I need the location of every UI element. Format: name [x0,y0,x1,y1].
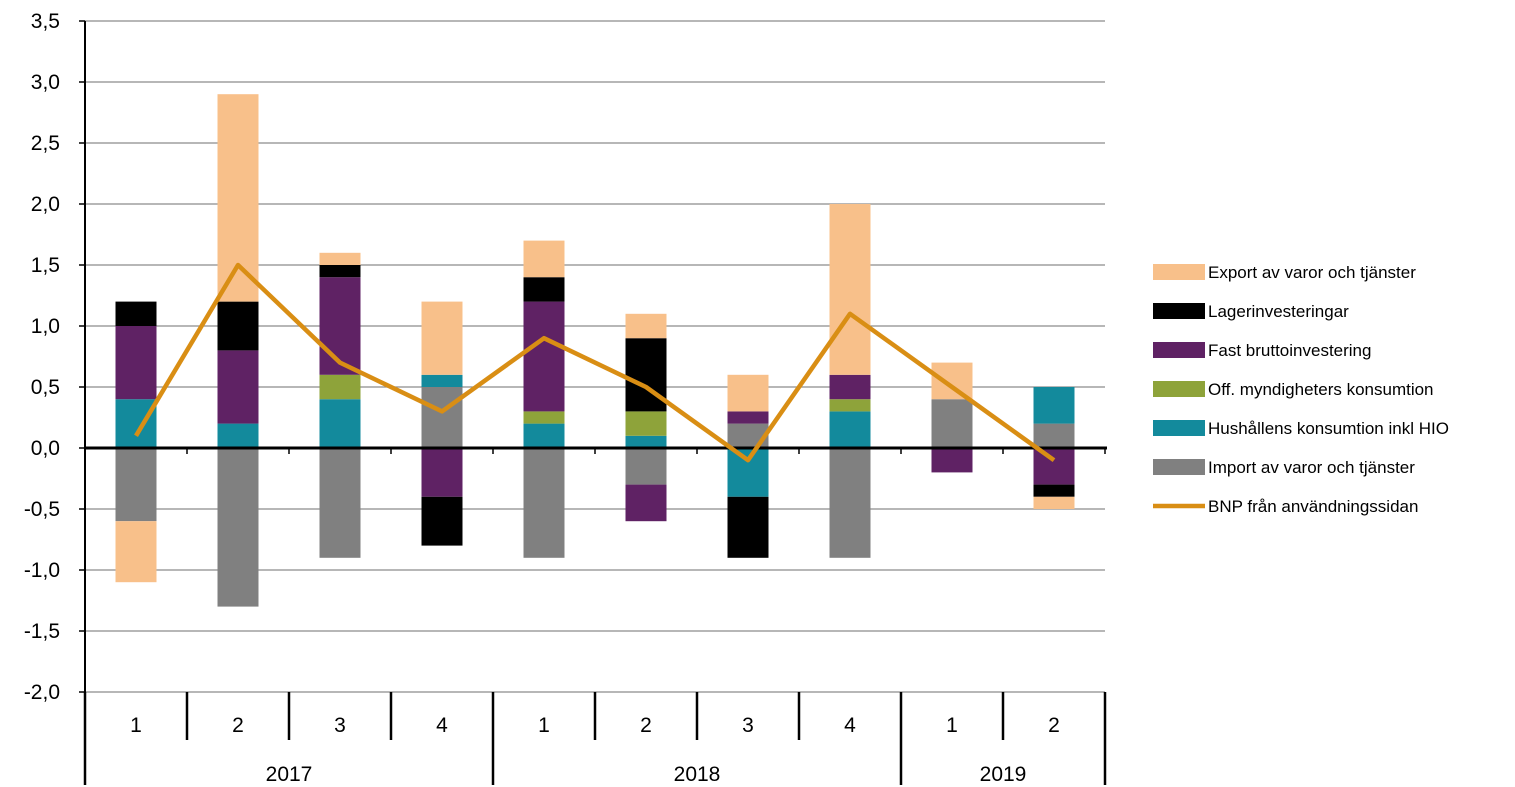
bar-segment [523,448,565,558]
y-tick-label: -1,0 [24,559,60,582]
bar-segment [829,399,871,412]
bar-segment [625,484,667,522]
x-axis-labels: 1 2 3 4 1 2 3 4 1 2 2017 2018 2019 [83,692,1107,786]
bar-segment [421,387,463,448]
bar-segment [625,448,667,485]
bar-segment [523,423,565,448]
y-tick-label: 0,0 [31,437,60,460]
axes [79,20,1107,785]
legend-label: BNP från användningssidan [1208,497,1418,516]
bar-segment [727,496,769,558]
bar-segment [931,448,973,473]
bar-segment [115,399,157,448]
bar-segment [319,448,361,558]
x-group-label: 2017 [266,763,313,786]
bar-segment [115,301,157,326]
bar-segment [625,338,667,412]
y-tick-label: -2,0 [24,681,60,704]
x-tick-label: 1 [538,714,550,737]
y-tick-label: 1,0 [31,315,60,338]
x-tick-label: 1 [130,714,142,737]
x-tick-label: 4 [844,714,856,737]
bar-segment [1033,484,1075,497]
y-axis-tick-labels: -2,0 -1,5 -1,0 -0,5 0,0 0,5 1,0 1,5 2,0 2,5 3,0 3,5 [24,10,60,704]
bar-segment [829,374,871,400]
x-tick-label: 4 [436,714,448,737]
bar-segment [217,448,259,607]
bar-segment [421,301,463,375]
bar-segment [829,204,871,375]
y-tick-label: 2,5 [31,132,60,155]
bar-segment [421,374,463,387]
legend-label: Hushållens konsumtion inkl HIO [1208,419,1449,438]
legend-swatch [1153,303,1205,319]
bar-segment [829,411,871,448]
legend-label: Off. myndigheters konsumtion [1208,380,1434,399]
bar-segment [319,277,361,375]
legend: Export av varor och tjänster Lagerinveste… [1153,263,1449,516]
bar-segment [217,301,259,351]
bar-segment [727,448,769,497]
bar-segment [829,448,871,558]
legend-swatch [1153,342,1205,358]
bar-segment [727,411,769,424]
legend-label: Export av varor och tjänster [1208,263,1416,282]
bar-segment [217,423,259,448]
y-tick-label: 2,0 [31,193,60,216]
bar-segment [931,399,973,448]
y-tick-label: 1,5 [31,254,60,277]
bar-segment [1033,387,1075,424]
bar-segment [1033,423,1075,448]
bar-segment [319,252,361,265]
legend-swatch [1153,264,1205,280]
bar-segment [115,448,157,522]
x-tick-label: 3 [742,714,754,737]
bar-segment [625,435,667,448]
bar-segment [523,240,565,278]
x-group-label: 2019 [980,763,1027,786]
legend-swatch [1153,459,1205,475]
bar-segment [523,301,565,412]
bar-segment [319,265,361,278]
line-series [134,262,1056,463]
bar-segment [319,399,361,448]
bnp-line [134,262,1056,463]
bar-segment [319,374,361,400]
x-tick-label: 2 [232,714,244,737]
bar-segment [1033,496,1075,509]
x-tick-label: 3 [334,714,346,737]
bar-segment [727,374,769,412]
legend-label: Import av varor och tjänster [1208,458,1415,477]
legend-label: Fast bruttoinvestering [1208,341,1371,360]
x-group-label: 2018 [674,763,721,786]
bar-segment [115,521,157,583]
legend-swatch [1153,420,1205,436]
bar-segment [421,448,463,497]
y-tick-label: 3,5 [31,10,60,33]
x-tick-label: 2 [1048,714,1060,737]
legend-label: Lagerinvesteringar [1208,302,1349,321]
y-tick-label: -1,5 [24,620,60,643]
legend-swatch [1153,381,1205,397]
y-tick-label: -0,5 [24,498,60,521]
bar-segment [523,277,565,302]
bar-segment [217,94,259,302]
y-tick-label: 0,5 [31,376,60,399]
x-tick-label: 1 [946,714,958,737]
bar-segment [217,350,259,424]
bar-series [115,94,1075,607]
bar-segment [931,362,973,400]
bar-segment [115,326,157,400]
bar-segment [421,496,463,546]
bar-segment [523,411,565,424]
bar-segment [1033,448,1075,485]
x-tick-label: 2 [640,714,652,737]
y-tick-label: 3,0 [31,71,60,94]
bar-segment [625,411,667,436]
bar-segment [625,313,667,339]
